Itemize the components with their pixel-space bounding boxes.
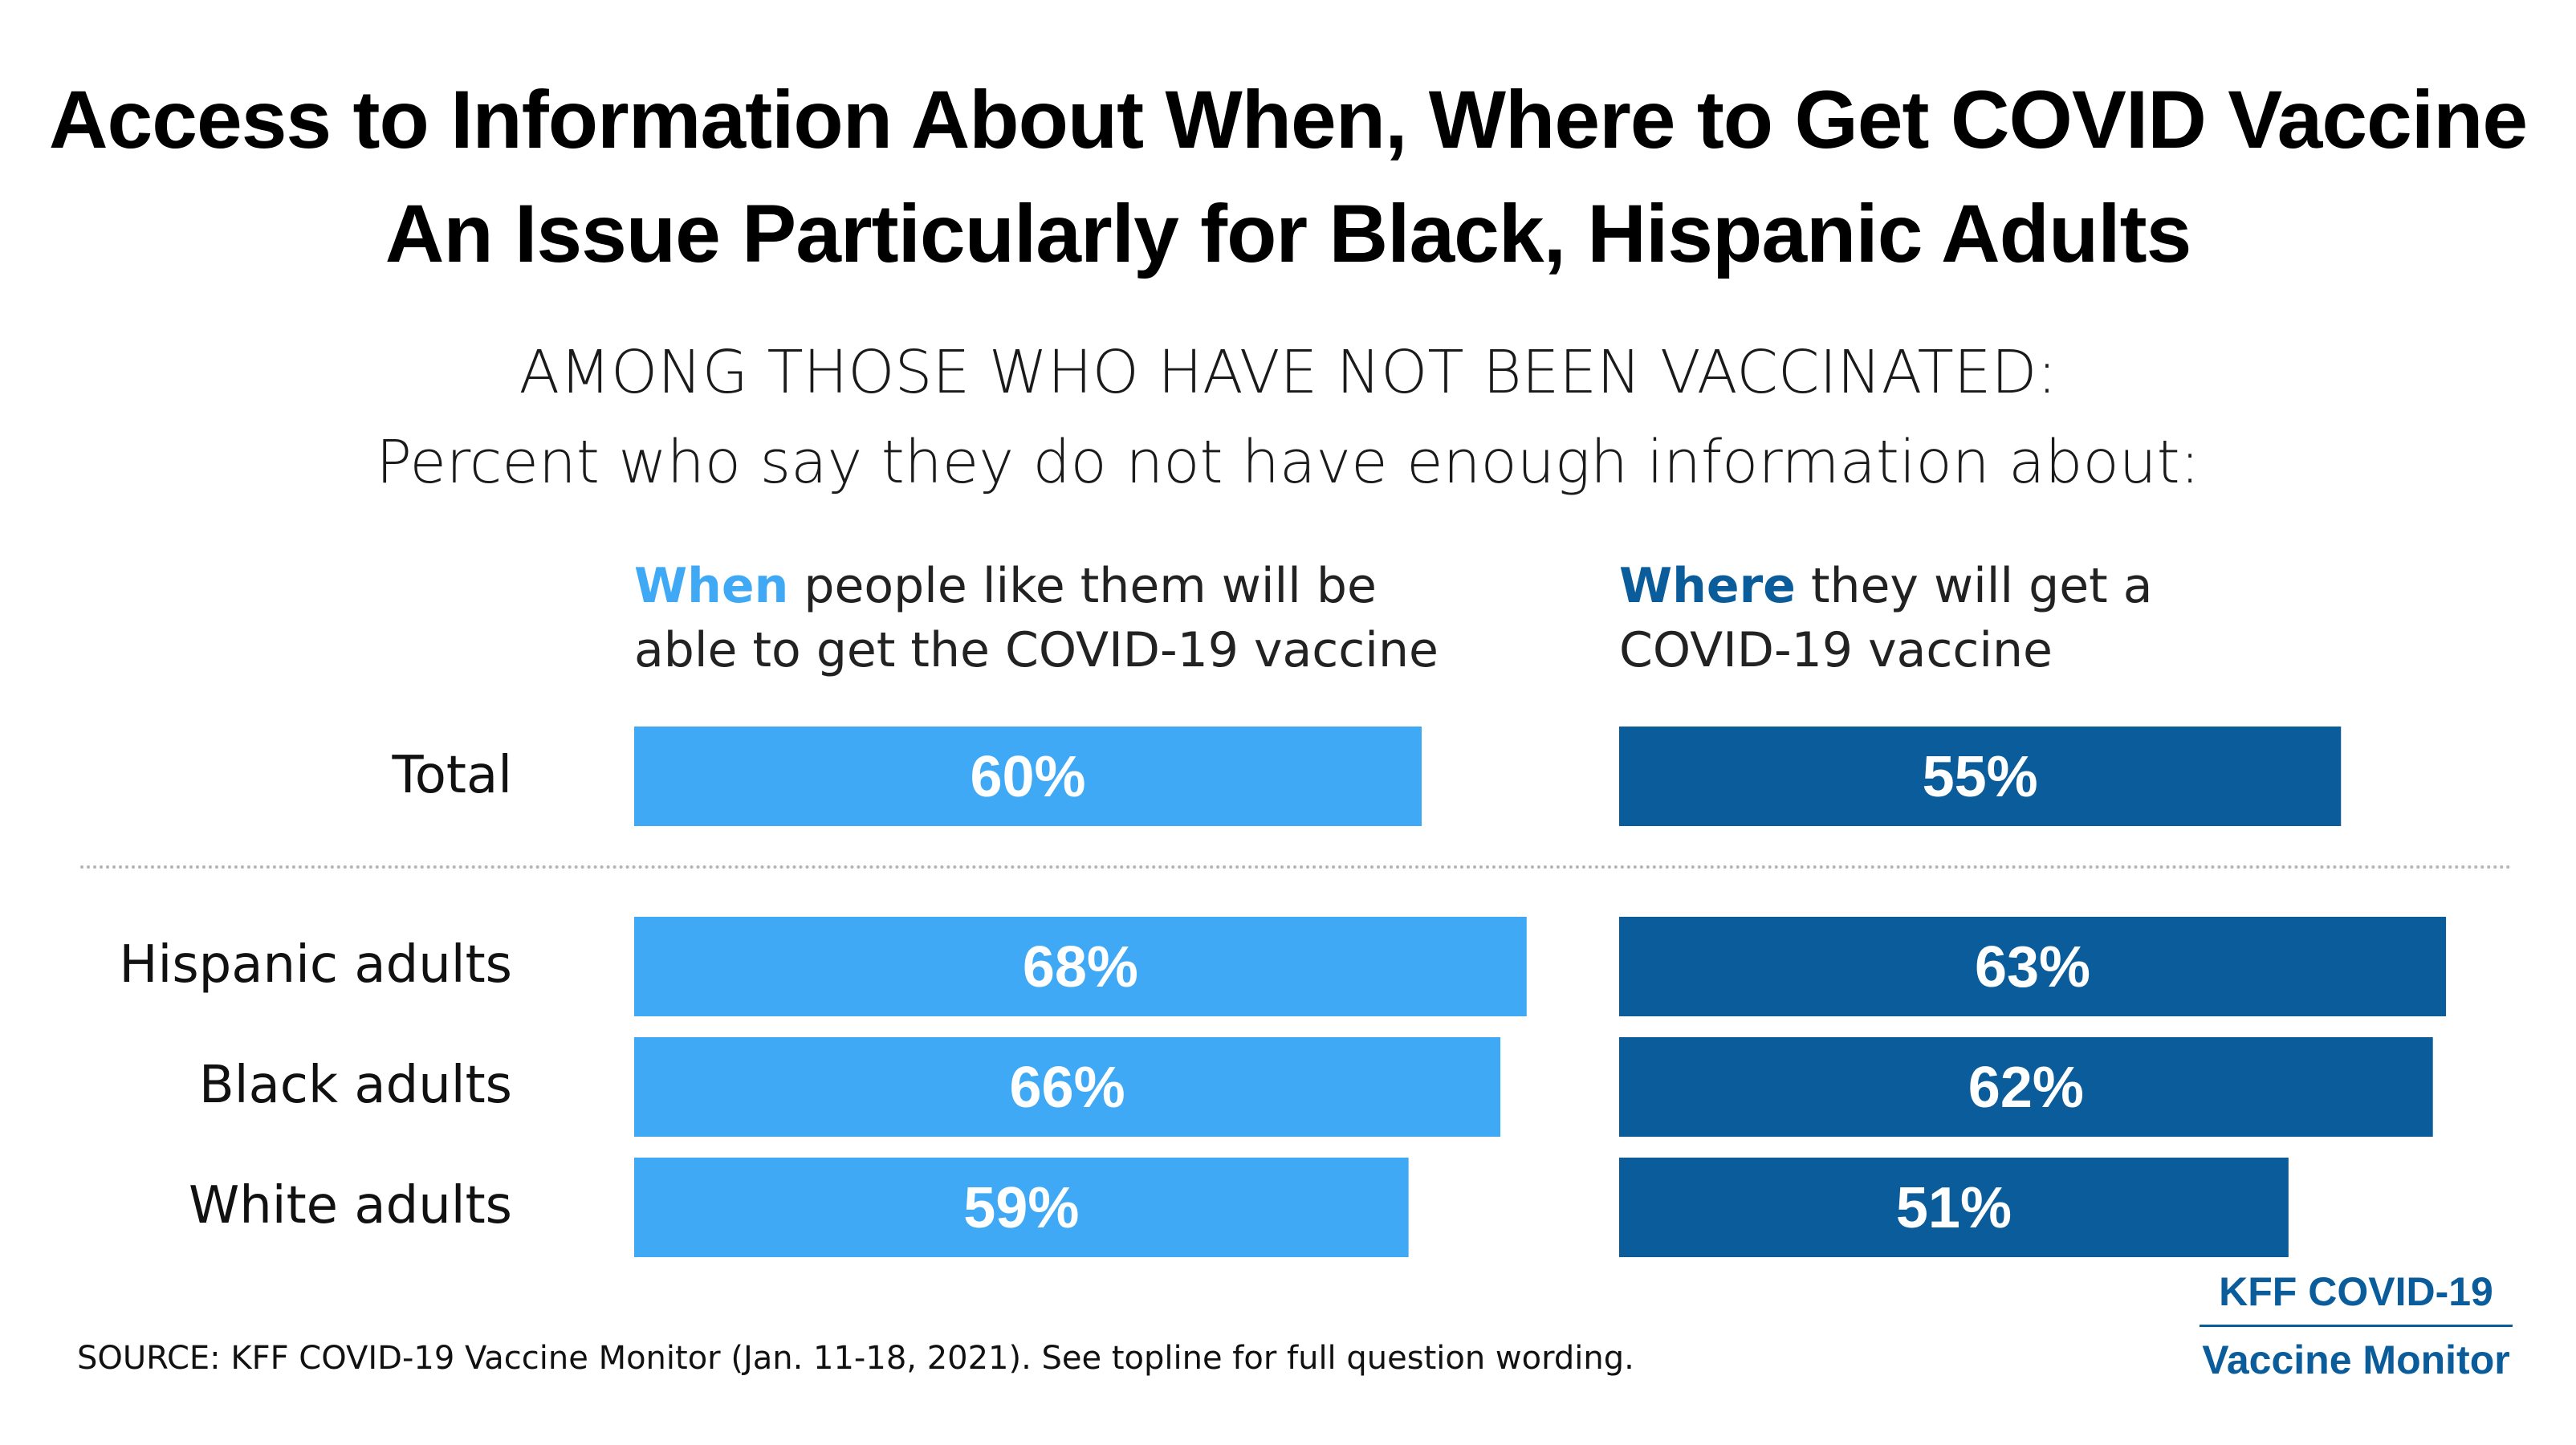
kff-logo: KFF COVID-19 Vaccine Monitor xyxy=(2200,1268,2513,1383)
total-divider xyxy=(80,865,2513,869)
column-header-when-keyword: When xyxy=(634,558,789,614)
bar-label-where-hispanic-adults: 63% xyxy=(1975,935,2090,999)
kff-logo-line-1: KFF COVID-19 xyxy=(2200,1268,2513,1327)
column-header-where-text-2: COVID-19 vaccine xyxy=(1619,622,2053,678)
row-label-hispanic-adults: Hispanic adults xyxy=(119,935,512,995)
bar-label-when-white-adults: 59% xyxy=(963,1176,1079,1240)
subtitle-line-2: Percent who say they do not have enough … xyxy=(376,428,2200,497)
column-header-when-text-1: people like them will be xyxy=(788,558,1377,614)
row-label-black-adults: Black adults xyxy=(198,1056,512,1115)
bar-label-where-total: 55% xyxy=(1923,745,2038,809)
column-header-when: When people like them will be able to ge… xyxy=(634,554,1439,682)
kff-logo-line-2: Vaccine Monitor xyxy=(2202,1337,2510,1382)
bar-when-hispanic-adults xyxy=(634,917,1527,1016)
bar-label-where-black-adults: 62% xyxy=(1968,1056,2084,1120)
column-header-where-text-1: they will get a xyxy=(1795,558,2153,614)
source-note: SOURCE: KFF COVID-19 Vaccine Monitor (Ja… xyxy=(77,1340,1634,1377)
bar-where-hispanic-adults xyxy=(1619,917,2447,1016)
chart-subtitle: AMONG THOSE WHO HAVE NOT BEEN VACCINATED… xyxy=(0,328,2576,507)
bar-label-where-white-adults: 51% xyxy=(1896,1176,2012,1240)
bar-where-black-adults xyxy=(1619,1037,2433,1137)
column-header-where-keyword: Where xyxy=(1619,558,1796,614)
bar-where-total xyxy=(1619,727,2342,826)
row-label-white-adults: White adults xyxy=(188,1176,512,1235)
bar-label-when-black-adults: 66% xyxy=(1009,1056,1125,1120)
chart-title: Access to Information About When, Where … xyxy=(48,74,2528,279)
column-header-where: Where they will get a COVID-19 vaccine xyxy=(1619,554,2153,682)
row-label-total: Total xyxy=(392,746,512,805)
bar-when-total xyxy=(634,727,1422,826)
bar-when-white-adults xyxy=(634,1158,1409,1257)
bar-where-white-adults xyxy=(1619,1158,2289,1257)
bar-label-when-hispanic-adults: 68% xyxy=(1023,935,1138,999)
bar-when-black-adults xyxy=(634,1037,1501,1137)
subtitle-line-1: AMONG THOSE WHO HAVE NOT BEEN VACCINATED… xyxy=(519,338,2057,407)
bar-label-when-total: 60% xyxy=(970,745,1085,809)
column-header-when-text-2: able to get the COVID-19 vaccine xyxy=(634,622,1439,678)
